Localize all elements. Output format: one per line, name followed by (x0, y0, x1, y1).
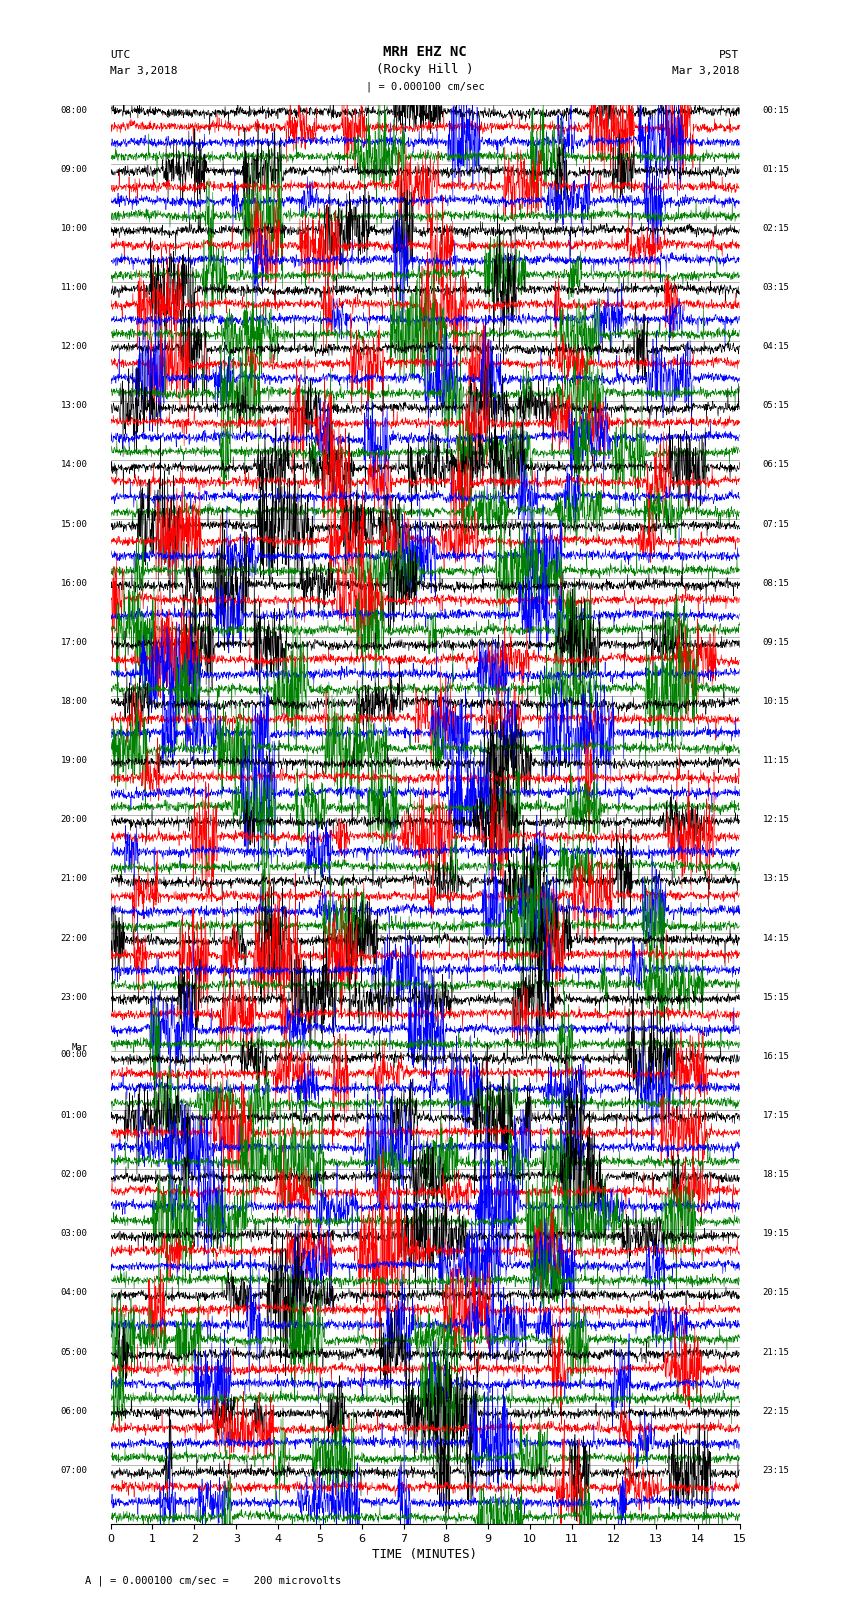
Text: 18:00: 18:00 (60, 697, 88, 706)
Text: 11:15: 11:15 (762, 756, 790, 765)
Text: Mar 3,2018: Mar 3,2018 (110, 66, 178, 76)
Text: 08:15: 08:15 (762, 579, 790, 587)
Text: 18:15: 18:15 (762, 1169, 790, 1179)
Text: 10:00: 10:00 (60, 224, 88, 232)
Text: 09:15: 09:15 (762, 637, 790, 647)
Text: 11:00: 11:00 (60, 282, 88, 292)
Text: 16:15: 16:15 (762, 1052, 790, 1061)
Text: 06:00: 06:00 (60, 1407, 88, 1416)
Text: 00:00: 00:00 (60, 1050, 88, 1060)
Text: 01:00: 01:00 (60, 1111, 88, 1119)
Text: 16:00: 16:00 (60, 579, 88, 587)
Text: 02:15: 02:15 (762, 224, 790, 232)
Text: MRH EHZ NC: MRH EHZ NC (383, 45, 467, 58)
Text: 06:15: 06:15 (762, 460, 790, 469)
Text: 22:15: 22:15 (762, 1407, 790, 1416)
Text: Mar 3,2018: Mar 3,2018 (672, 66, 740, 76)
X-axis label: TIME (MINUTES): TIME (MINUTES) (372, 1548, 478, 1561)
Text: (Rocky Hill ): (Rocky Hill ) (377, 63, 473, 76)
Text: 17:15: 17:15 (762, 1111, 790, 1119)
Text: 04:00: 04:00 (60, 1289, 88, 1297)
Text: Mar: Mar (71, 1044, 88, 1052)
Text: 22:00: 22:00 (60, 934, 88, 942)
Text: 09:00: 09:00 (60, 165, 88, 174)
Text: 05:15: 05:15 (762, 402, 790, 410)
Text: PST: PST (719, 50, 740, 60)
Text: 19:15: 19:15 (762, 1229, 790, 1239)
Text: 21:15: 21:15 (762, 1347, 790, 1357)
Text: 15:15: 15:15 (762, 992, 790, 1002)
Text: 02:00: 02:00 (60, 1169, 88, 1179)
Text: 10:15: 10:15 (762, 697, 790, 706)
Text: 13:00: 13:00 (60, 402, 88, 410)
Text: 00:15: 00:15 (762, 105, 790, 115)
Text: 08:00: 08:00 (60, 105, 88, 115)
Text: 14:00: 14:00 (60, 460, 88, 469)
Text: 19:00: 19:00 (60, 756, 88, 765)
Text: 12:15: 12:15 (762, 815, 790, 824)
Text: 20:00: 20:00 (60, 815, 88, 824)
Text: 07:15: 07:15 (762, 519, 790, 529)
Text: 23:15: 23:15 (762, 1466, 790, 1474)
Text: 12:00: 12:00 (60, 342, 88, 352)
Text: UTC: UTC (110, 50, 131, 60)
Text: 13:15: 13:15 (762, 874, 790, 884)
Text: 03:00: 03:00 (60, 1229, 88, 1239)
Text: 01:15: 01:15 (762, 165, 790, 174)
Text: 23:00: 23:00 (60, 992, 88, 1002)
Text: 14:15: 14:15 (762, 934, 790, 942)
Text: A | = 0.000100 cm/sec =    200 microvolts: A | = 0.000100 cm/sec = 200 microvolts (85, 1576, 341, 1586)
Text: 07:00: 07:00 (60, 1466, 88, 1474)
Text: 21:00: 21:00 (60, 874, 88, 884)
Text: 05:00: 05:00 (60, 1347, 88, 1357)
Text: 04:15: 04:15 (762, 342, 790, 352)
Text: 03:15: 03:15 (762, 282, 790, 292)
Text: | = 0.000100 cm/sec: | = 0.000100 cm/sec (366, 82, 484, 92)
Text: 17:00: 17:00 (60, 637, 88, 647)
Text: 20:15: 20:15 (762, 1289, 790, 1297)
Text: 15:00: 15:00 (60, 519, 88, 529)
